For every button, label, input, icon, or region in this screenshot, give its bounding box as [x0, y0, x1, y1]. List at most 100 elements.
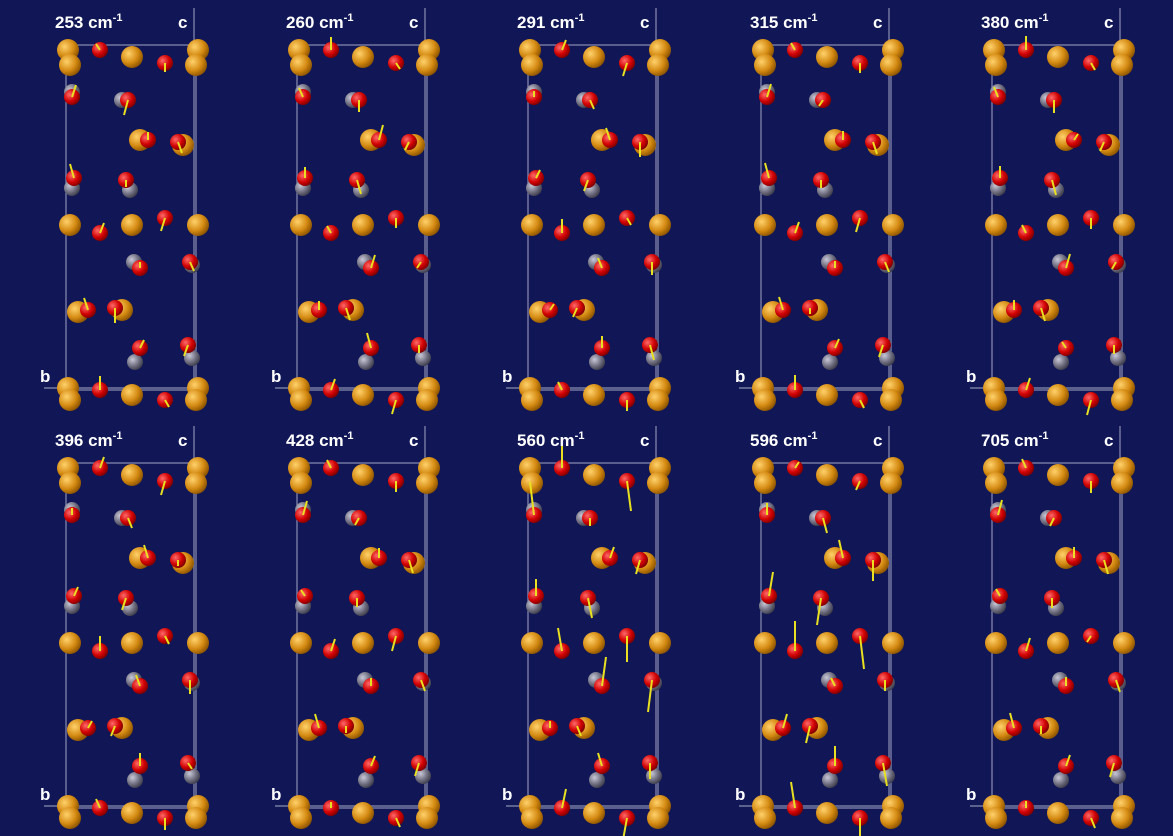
metal-atom: [59, 54, 81, 76]
metal-atom: [352, 46, 374, 68]
metal-atom: [1111, 807, 1133, 829]
frequency: 380 cm: [981, 13, 1039, 32]
unit-exponent: -1: [575, 430, 585, 442]
axis-label-b: b: [966, 367, 976, 386]
metal-atom: [816, 802, 838, 824]
metal-atom: [187, 632, 209, 654]
metal-atom: [1047, 464, 1069, 486]
metal-atom: [754, 389, 776, 411]
metal-atom: [583, 46, 605, 68]
unit-exponent: -1: [1039, 12, 1049, 24]
axis-label-c: c: [178, 13, 187, 32]
unit-exponent: -1: [575, 12, 585, 24]
metal-atom: [185, 54, 207, 76]
carbon-atom: [358, 354, 374, 370]
metal-atom: [521, 632, 543, 654]
metal-atom: [121, 46, 143, 68]
metal-atom: [583, 802, 605, 824]
mode-label: 380 cm-1: [981, 12, 1048, 32]
metal-atom: [649, 214, 671, 236]
axis-label-c: c: [409, 431, 418, 450]
unit-exponent: -1: [808, 430, 818, 442]
unit-exponent: -1: [113, 12, 123, 24]
carbon-atom: [1053, 354, 1069, 370]
metal-atom: [1047, 384, 1069, 406]
frequency: 291 cm: [517, 13, 575, 32]
frequency: 428 cm: [286, 431, 344, 450]
axis-label-c: c: [178, 431, 187, 450]
metal-atom: [121, 632, 143, 654]
metal-atom: [583, 632, 605, 654]
metal-atom: [185, 807, 207, 829]
metal-atom: [754, 214, 776, 236]
metal-atom: [521, 214, 543, 236]
axis-label-b: b: [966, 785, 976, 804]
metal-atom: [754, 472, 776, 494]
metal-atom: [985, 214, 1007, 236]
frequency: 705 cm: [981, 431, 1039, 450]
metal-atom: [521, 54, 543, 76]
carbon-atom: [822, 772, 838, 788]
metal-atom: [416, 472, 438, 494]
metal-atom: [880, 807, 902, 829]
metal-atom: [754, 54, 776, 76]
metal-atom: [985, 807, 1007, 829]
axis-label-b: b: [40, 367, 50, 386]
metal-atom: [1047, 802, 1069, 824]
metal-atom: [290, 472, 312, 494]
metal-atom: [185, 389, 207, 411]
metal-atom: [416, 389, 438, 411]
metal-atom: [121, 802, 143, 824]
carbon-atom: [822, 354, 838, 370]
metal-atom: [521, 389, 543, 411]
unit-exponent: -1: [808, 12, 818, 24]
metal-atom: [290, 807, 312, 829]
figure: 253 cm-1cb260 cm-1cb291 cm-1cb315 cm-1cb…: [0, 0, 1173, 836]
mode-label: 291 cm-1: [517, 12, 584, 32]
frequency: 396 cm: [55, 431, 113, 450]
frequency: 560 cm: [517, 431, 575, 450]
axis-label-c: c: [873, 13, 882, 32]
axis-label-b: b: [502, 367, 512, 386]
metal-atom: [1113, 214, 1135, 236]
frequency: 596 cm: [750, 431, 808, 450]
metal-atom: [647, 472, 669, 494]
mode-label: 260 cm-1: [286, 12, 353, 32]
metal-atom: [59, 389, 81, 411]
carbon-atom: [589, 354, 605, 370]
mode-label: 253 cm-1: [55, 12, 122, 32]
metal-atom: [418, 632, 440, 654]
metal-atom: [1047, 46, 1069, 68]
metal-atom: [816, 214, 838, 236]
metal-atom: [59, 214, 81, 236]
metal-atom: [816, 46, 838, 68]
unit-exponent: -1: [1039, 430, 1049, 442]
unit-exponent: -1: [113, 430, 123, 442]
metal-atom: [1111, 389, 1133, 411]
axis-label-b: b: [735, 367, 745, 386]
metal-atom: [290, 389, 312, 411]
metal-atom: [583, 214, 605, 236]
metal-atom: [352, 384, 374, 406]
metal-atom: [647, 389, 669, 411]
metal-atom: [647, 807, 669, 829]
metal-atom: [985, 54, 1007, 76]
metal-atom: [649, 632, 671, 654]
metal-atom: [880, 54, 902, 76]
metal-atom: [290, 214, 312, 236]
metal-atom: [352, 214, 374, 236]
frequency: 253 cm: [55, 13, 113, 32]
metal-atom: [1047, 214, 1069, 236]
metal-atom: [59, 472, 81, 494]
frequency: 260 cm: [286, 13, 344, 32]
metal-atom: [985, 472, 1007, 494]
metal-atom: [985, 389, 1007, 411]
carbon-atom: [1053, 772, 1069, 788]
mode-label: 705 cm-1: [981, 430, 1048, 450]
metal-atom: [59, 632, 81, 654]
metal-atom: [121, 214, 143, 236]
metal-atom: [816, 632, 838, 654]
metal-atom: [352, 464, 374, 486]
metal-atom: [754, 807, 776, 829]
metal-atom: [583, 384, 605, 406]
